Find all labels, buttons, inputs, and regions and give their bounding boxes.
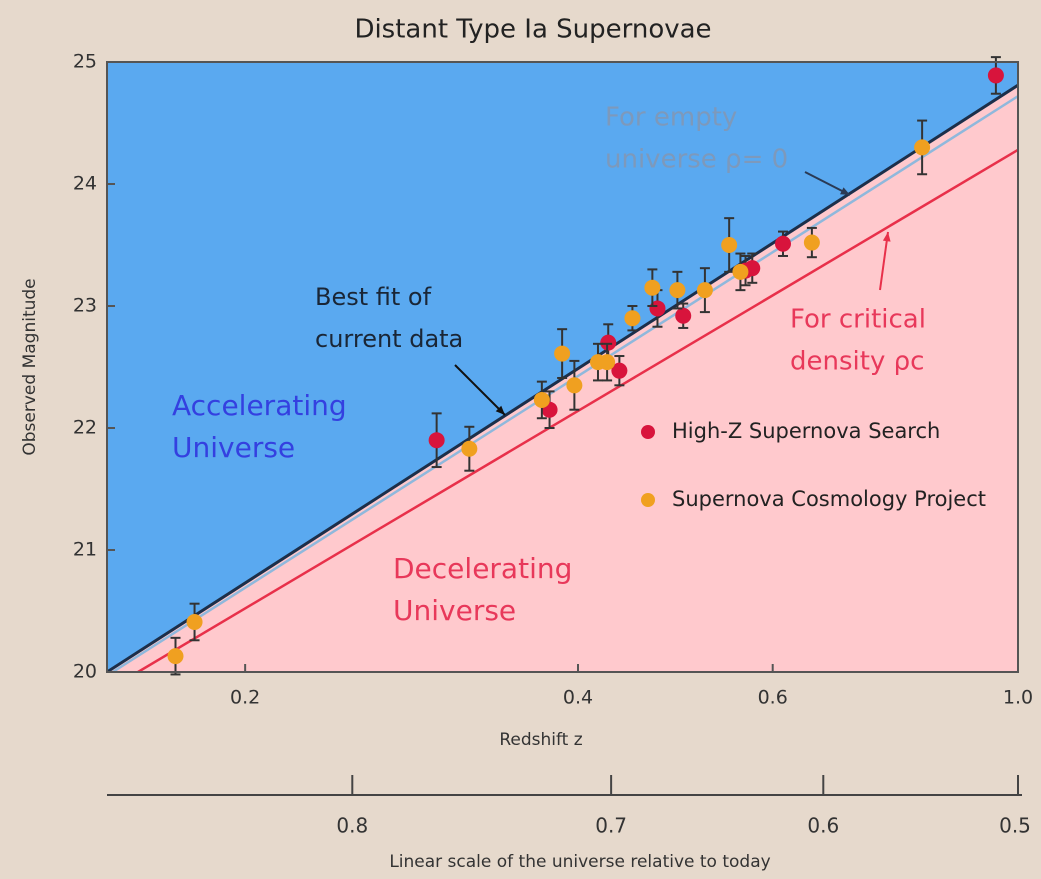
x2-tick-label: 0.7	[595, 814, 627, 838]
plot-frame	[106, 61, 1019, 673]
x-tick-label: 0.4	[563, 687, 593, 709]
x2-tick-label: 0.5	[999, 814, 1031, 838]
annotation: current data	[315, 325, 463, 353]
annotation: For empty	[605, 103, 737, 133]
x2-tick-label: 0.8	[336, 814, 368, 838]
y-tick-label: 21	[73, 539, 97, 561]
annotation: Decelerating	[393, 552, 572, 585]
annotation: Universe	[172, 431, 295, 464]
legend-label: Supernova Cosmology Project	[672, 487, 986, 511]
legend-marker	[641, 493, 655, 507]
annotation: density ρc	[790, 347, 924, 377]
data-point	[599, 354, 616, 371]
arrow-head	[840, 187, 850, 195]
data-point	[167, 648, 184, 665]
y-tick-label: 24	[73, 173, 97, 195]
annotation: For critical	[790, 305, 926, 335]
x-tick-label: 1.0	[1003, 687, 1033, 709]
x-axis-label: Redshift z	[499, 730, 582, 750]
data-point	[644, 279, 661, 296]
annotation-arrow	[879, 231, 889, 291]
y-tick-label: 20	[73, 661, 97, 683]
data-point	[624, 310, 641, 327]
model-line	[110, 95, 1018, 672]
arrow-head	[882, 232, 891, 242]
annotation: universe ρ= 0	[605, 145, 788, 175]
annotation-arrow	[454, 364, 506, 416]
data-point	[721, 237, 738, 253]
annotation: Best fit of	[315, 283, 432, 311]
data-point	[554, 345, 571, 362]
data-point	[186, 613, 203, 630]
x-tick-label: 0.6	[758, 687, 788, 709]
data-point	[566, 377, 583, 394]
y-axis-label: Observed Magnitude	[20, 278, 40, 455]
plot: For empty universe ρ= 0 Best fit of current…	[73, 51, 1033, 838]
legend-marker	[641, 425, 655, 439]
x2-axis-label: Linear scale of the universe relative to…	[389, 852, 770, 872]
data-point	[649, 300, 666, 317]
data-point	[774, 235, 791, 252]
data-point	[600, 334, 617, 351]
x2-tick-label: 0.6	[807, 814, 839, 838]
data-point	[461, 440, 478, 457]
x-tick-label: 0.2	[230, 687, 260, 709]
data-point	[611, 362, 628, 379]
data-point	[803, 234, 820, 251]
annotation: Universe	[393, 594, 516, 627]
data-point	[732, 263, 749, 280]
legend-label: High-Z Supernova Search	[672, 419, 940, 443]
data-point	[696, 282, 713, 299]
y-tick-label: 22	[73, 417, 97, 439]
data-point	[428, 432, 445, 449]
data-point	[675, 307, 692, 324]
y-tick-label: 25	[73, 51, 97, 73]
data-point	[987, 67, 1004, 84]
data-point	[533, 391, 550, 408]
arrow-head	[495, 405, 505, 415]
model-line	[137, 148, 1018, 672]
chart-title: Distant Type Ia Supernovae	[354, 15, 711, 45]
data-point	[914, 139, 931, 156]
annotation: Accelerating	[172, 389, 347, 422]
data-point	[669, 282, 686, 299]
y-tick-label: 23	[73, 295, 97, 317]
